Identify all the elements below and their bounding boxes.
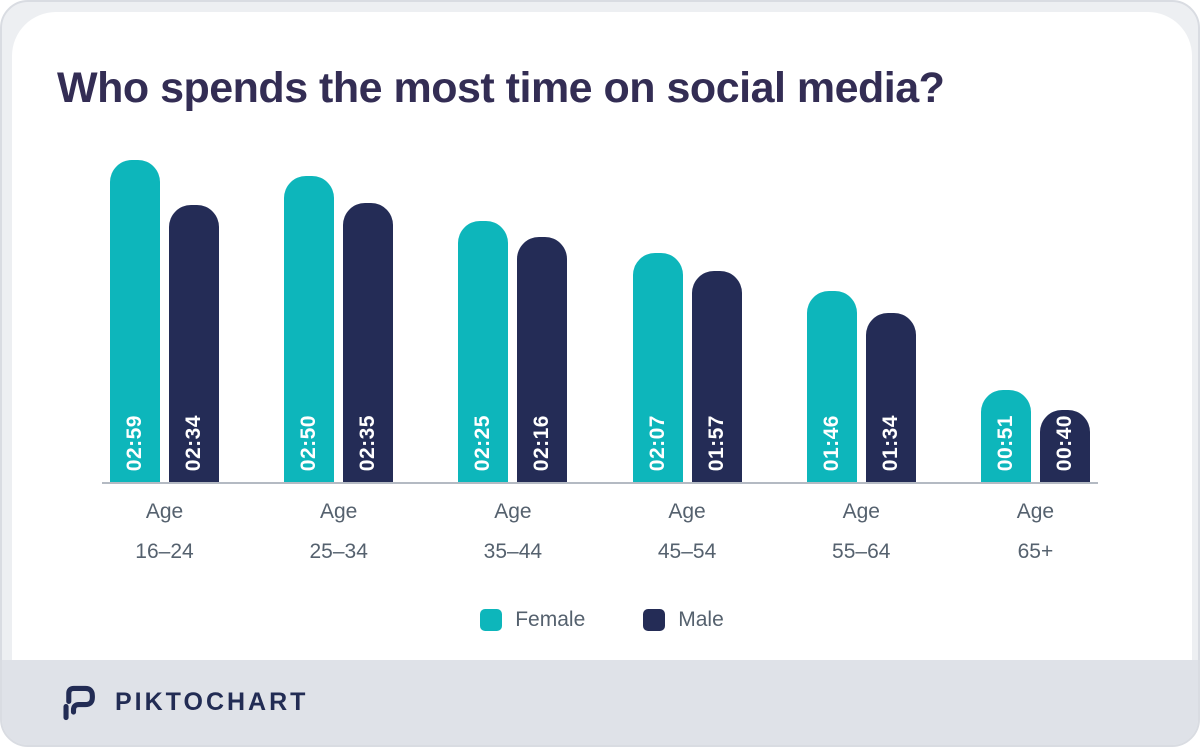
bar-group: 01:46 01:34 [806, 291, 916, 482]
bar-value-label: 02:07 [645, 414, 669, 471]
bar-value-label: 02:25 [471, 414, 495, 471]
x-axis-category-label: Age 65+ [981, 492, 1090, 572]
bar-male: 02:35 [343, 203, 394, 482]
bar-male: 02:34 [169, 205, 219, 482]
legend: Female Male [2, 608, 1198, 632]
category-prefix: Age [1016, 500, 1055, 523]
legend-swatch-female [480, 609, 503, 631]
category-prefix: Age [668, 500, 706, 523]
bar-group: 02:50 02:35 [284, 176, 394, 482]
bar-female: 02:25 [458, 221, 509, 482]
bar-female: 02:59 [110, 160, 160, 482]
bar-value-label: 02:34 [182, 414, 205, 471]
bar-female: 00:51 [980, 390, 1031, 482]
bar-value-label: 02:59 [123, 414, 146, 471]
category-prefix: Age [842, 500, 880, 523]
bar-group: 02:07 01:57 [632, 253, 742, 482]
brand-wordmark: PIKTOCHART [115, 688, 309, 716]
x-axis-labels: Age 16–24 Age 25–34 Age 35–44 Age 45–54 Age 55–64… [110, 492, 1090, 572]
category-range: 65+ [1017, 540, 1054, 563]
legend-swatch-male [643, 609, 666, 631]
category-range: 55–64 [832, 540, 891, 563]
x-axis-category-label: Age 35–44 [458, 492, 567, 572]
legend-label: Female [515, 608, 586, 631]
bar-group: 00:51 00:40 [980, 390, 1090, 482]
bar-value-label: 02:50 [297, 414, 321, 471]
bar-male: 00:40 [1039, 410, 1090, 482]
bar-group: 02:59 02:34 [110, 160, 219, 482]
bar-value-label: 01:57 [704, 414, 728, 471]
category-prefix: Age [494, 500, 532, 523]
bar-value-label: 00:51 [993, 414, 1017, 471]
bar-value-label: 01:34 [878, 414, 902, 471]
x-axis-line [102, 482, 1098, 484]
bar-plot: 02:59 02:34 02:50 02:35 02:25 02:16 02:07 01:57… [110, 152, 1090, 482]
footer: PIKTOCHART [2, 660, 1198, 745]
category-prefix: Age [145, 500, 184, 523]
bar-value-label: 01:46 [819, 414, 843, 471]
legend-item-male: Male [643, 608, 724, 632]
legend-label: Male [678, 608, 724, 631]
bar-male: 01:57 [691, 271, 742, 482]
chart-title: Who spends the most time on social media… [57, 64, 945, 112]
bar-male: 01:34 [865, 313, 916, 482]
bar-female: 02:50 [284, 176, 335, 482]
bar-male: 02:16 [517, 237, 568, 482]
bar-value-label: 02:16 [530, 414, 554, 471]
bar-female: 01:46 [806, 291, 857, 482]
x-axis-category-label: Age 45–54 [633, 492, 742, 572]
bar-female: 02:07 [632, 253, 683, 482]
category-range: 16–24 [135, 540, 194, 563]
bar-value-label: 00:40 [1052, 414, 1076, 471]
brand: PIKTOCHART [57, 681, 308, 725]
x-axis-category-label: Age 55–64 [807, 492, 916, 572]
x-axis-category-label: Age 25–34 [284, 492, 393, 572]
bar-value-label: 02:35 [356, 414, 380, 471]
category-range: 25–34 [309, 540, 368, 563]
legend-item-female: Female [480, 608, 585, 632]
piktochart-logo-icon [63, 685, 95, 720]
category-range: 35–44 [483, 540, 543, 563]
category-prefix: Age [320, 500, 358, 523]
x-axis-category-label: Age 16–24 [110, 492, 219, 572]
bar-group: 02:25 02:16 [458, 221, 568, 482]
category-range: 45–54 [657, 540, 717, 563]
